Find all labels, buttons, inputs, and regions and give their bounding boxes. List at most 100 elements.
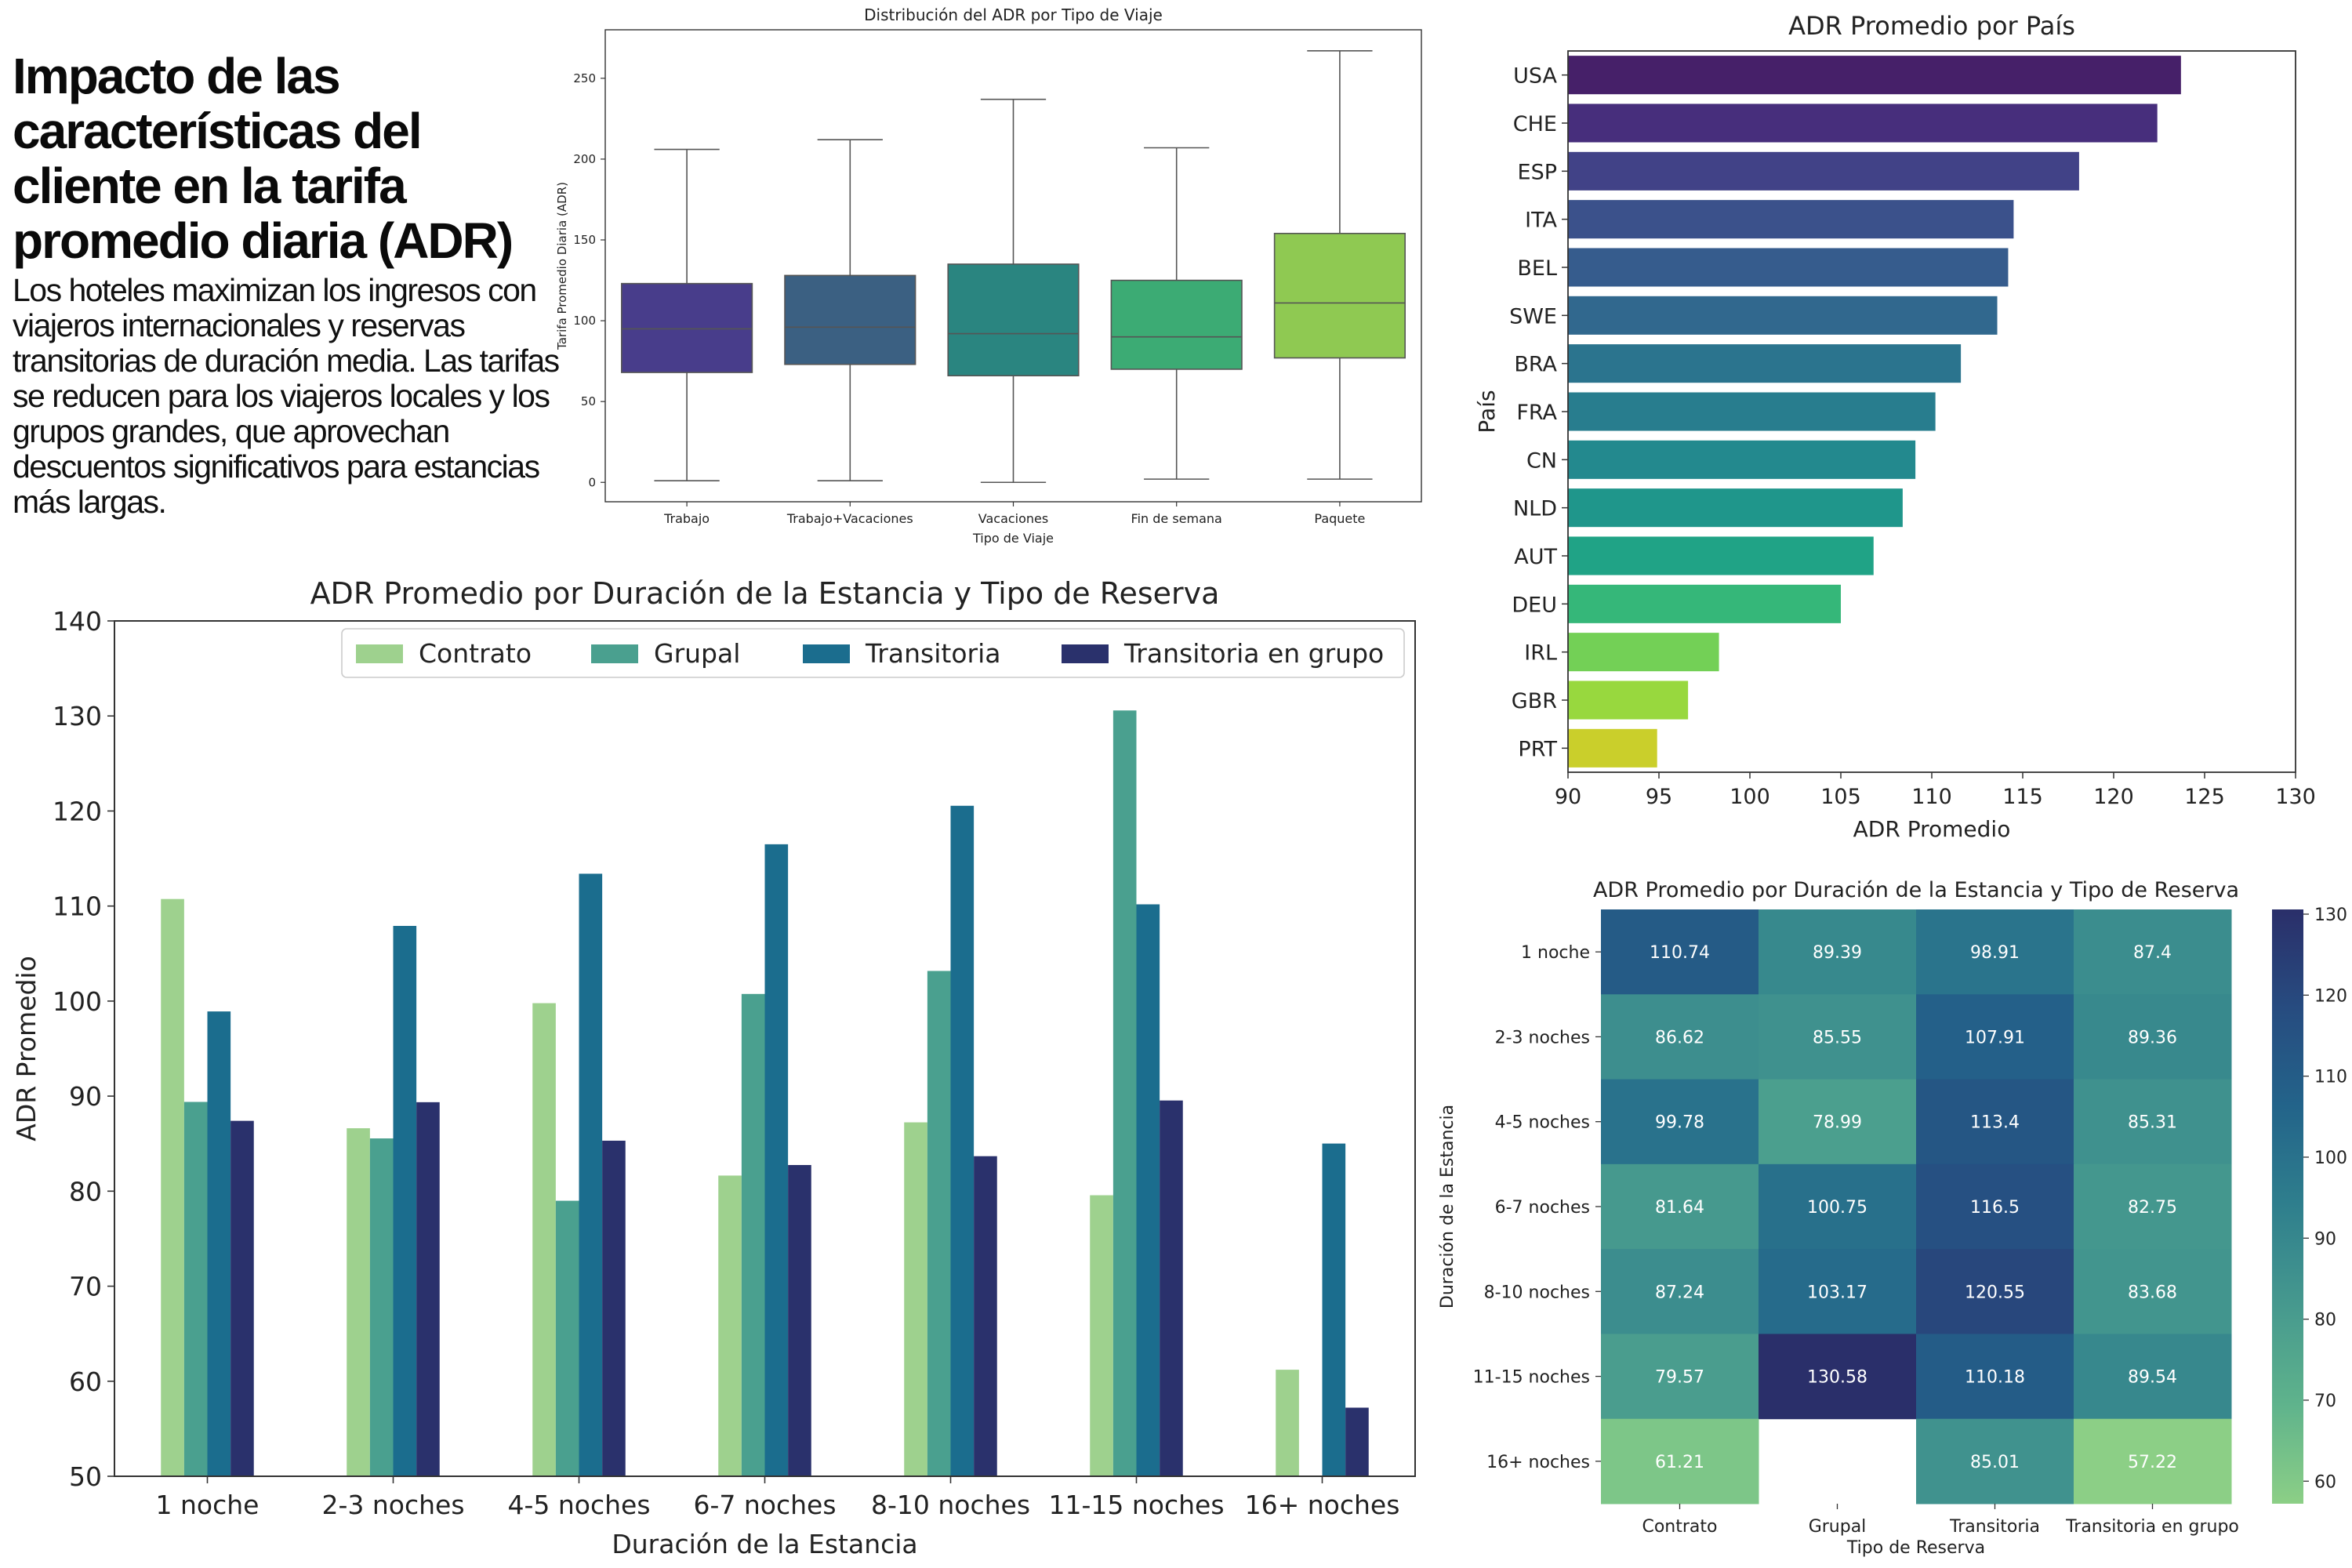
heatmap-cell [1601,1249,1759,1334]
x-tick-label: Vacaciones [978,511,1048,526]
cell-value: 113.4 [1970,1113,2020,1133]
x-tick-label: Grupal [1809,1517,1867,1537]
bar-0-1 [347,1128,370,1476]
bar-ita [1568,200,2014,239]
plot-frame [604,29,1422,503]
box-rect [947,263,1080,376]
bar-swe [1568,296,1998,335]
cell-value: 85.31 [2128,1113,2177,1133]
heatmap-cell [1601,1079,1759,1165]
bar-2-4 [950,805,975,1476]
heatmap-title: ADR Promedio por Duración de la Estancia… [1593,878,2239,902]
bar-cn [1568,440,1916,479]
heatmap-cell [1916,1334,2074,1420]
y-tick-label: FRA [1516,401,1557,425]
heatmap-cell [1916,994,2074,1080]
bar-0-6 [1276,1370,1299,1476]
legend: Contrato Grupal Transitoria Transitoria en … [341,628,1405,678]
bar-3-5 [1160,1100,1183,1476]
y-tick-label: DEU [1512,593,1557,617]
cell-value: 120.55 [1965,1283,2025,1302]
y-axis-label: Tarifa Promedio Diaria (ADR) [555,182,569,350]
y-tick-label: 150 [573,233,596,247]
y-axis-label: País [1474,390,1500,433]
y-tick-label: 250 [573,71,596,85]
cell-value: 116.5 [1970,1198,2020,1218]
box-chart-title: Distribución del ADR por Tipo de Viaje [864,5,1163,24]
cell-value: 89.54 [2128,1368,2177,1388]
y-tick-label: 11-15 noches [1473,1368,1590,1388]
legend-label: Contrato [419,638,532,669]
cell-value: 85.55 [1813,1028,1862,1047]
y-axis-label: Duración de la Estancia [1438,1105,1457,1308]
y-tick-label: BEL [1517,256,1557,281]
x-tick-label: Trabajo [663,511,710,526]
bar-1-1 [369,1138,394,1476]
heatmap-cell [1916,1249,2074,1334]
y-tick-label: USA [1513,64,1557,89]
x-tick-label: 16+ noches [1245,1490,1400,1520]
bar-esp [1568,151,2079,191]
bar-gbr [1568,681,1689,720]
x-tick-label: 8-10 noches [871,1490,1030,1520]
cell-value: 103.17 [1807,1283,1867,1302]
legend-swatch [591,644,638,663]
plot-frame [114,620,1416,1477]
bar-bra [1568,344,1962,383]
x-tick-label: Contrato [1642,1517,1717,1537]
heatmap-cell [2074,909,2232,995]
heatmap-cell [2074,1418,2232,1504]
bar-0-2 [532,1003,556,1476]
bar-3-3 [788,1164,811,1476]
country-bar-chart: ADR Promedio por País USA CHE ESP ITA BEL SWE B… [1474,11,2316,842]
y-axis-label: ADR Promedio [11,956,42,1142]
colorbar-tick-label: 60 [2314,1472,2336,1492]
y-tick-label: 80 [69,1176,102,1207]
heatmap-cell [1916,1163,2074,1250]
heatmap-cell [1759,1079,1917,1165]
bar-irl [1568,633,1719,672]
legend-swatch [356,644,403,663]
x-tick-label: 120 [2093,785,2134,809]
heatmap-cell [1601,1334,1759,1420]
cell-value: 98.91 [1970,943,2020,963]
cell-value: 107.91 [1965,1028,2025,1047]
y-tick-label: ESP [1518,160,1557,184]
colorbar-tick-label: 130 [2314,906,2347,925]
legend-label: Transitoria [865,638,1000,669]
legend-swatch [803,644,850,663]
colorbar-tick-label: 120 [2314,986,2347,1006]
country-chart-title: ADR Promedio por País [1788,11,2075,41]
y-tick-label: 130 [53,701,102,731]
bar-2-6 [1322,1143,1346,1476]
x-tick-label: Paquete [1314,511,1365,526]
grouped-chart-title: ADR Promedio por Duración de la Estancia… [310,576,1220,611]
intro-block: Impacto de las características del clien… [13,49,561,520]
cell-value: 130.58 [1807,1368,1867,1388]
colorbar [2272,909,2303,1504]
y-tick-label: 60 [69,1367,102,1397]
x-tick-label: 90 [1555,785,1581,809]
x-tick-label: Fin de semana [1131,511,1222,526]
x-tick-label: 95 [1646,785,1672,809]
y-tick-label: 100 [53,986,102,1017]
x-tick-label: Trabajo+Vacaciones [786,511,913,526]
y-tick-label: 200 [573,152,596,166]
bar-2-1 [393,926,417,1476]
y-tick-label: 4-5 noches [1495,1113,1590,1133]
x-axis-label: ADR Promedio [1853,816,2011,842]
x-tick-label: 130 [2275,785,2316,809]
cell-value: 87.24 [1655,1283,1704,1302]
y-tick-label: ITA [1525,209,1557,233]
y-tick-label: 0 [588,475,596,489]
cell-value: 89.36 [2128,1028,2177,1047]
heatmap-cell [1601,909,1759,995]
bar-2-3 [764,844,789,1476]
box-rect [621,282,753,373]
bar-aut [1568,536,1874,575]
bar-0-0 [161,898,184,1476]
cell-value: 78.99 [1813,1113,1862,1133]
box-4 [1273,50,1406,480]
cell-value: 61.21 [1655,1453,1704,1472]
cell-value: 86.62 [1655,1028,1704,1047]
